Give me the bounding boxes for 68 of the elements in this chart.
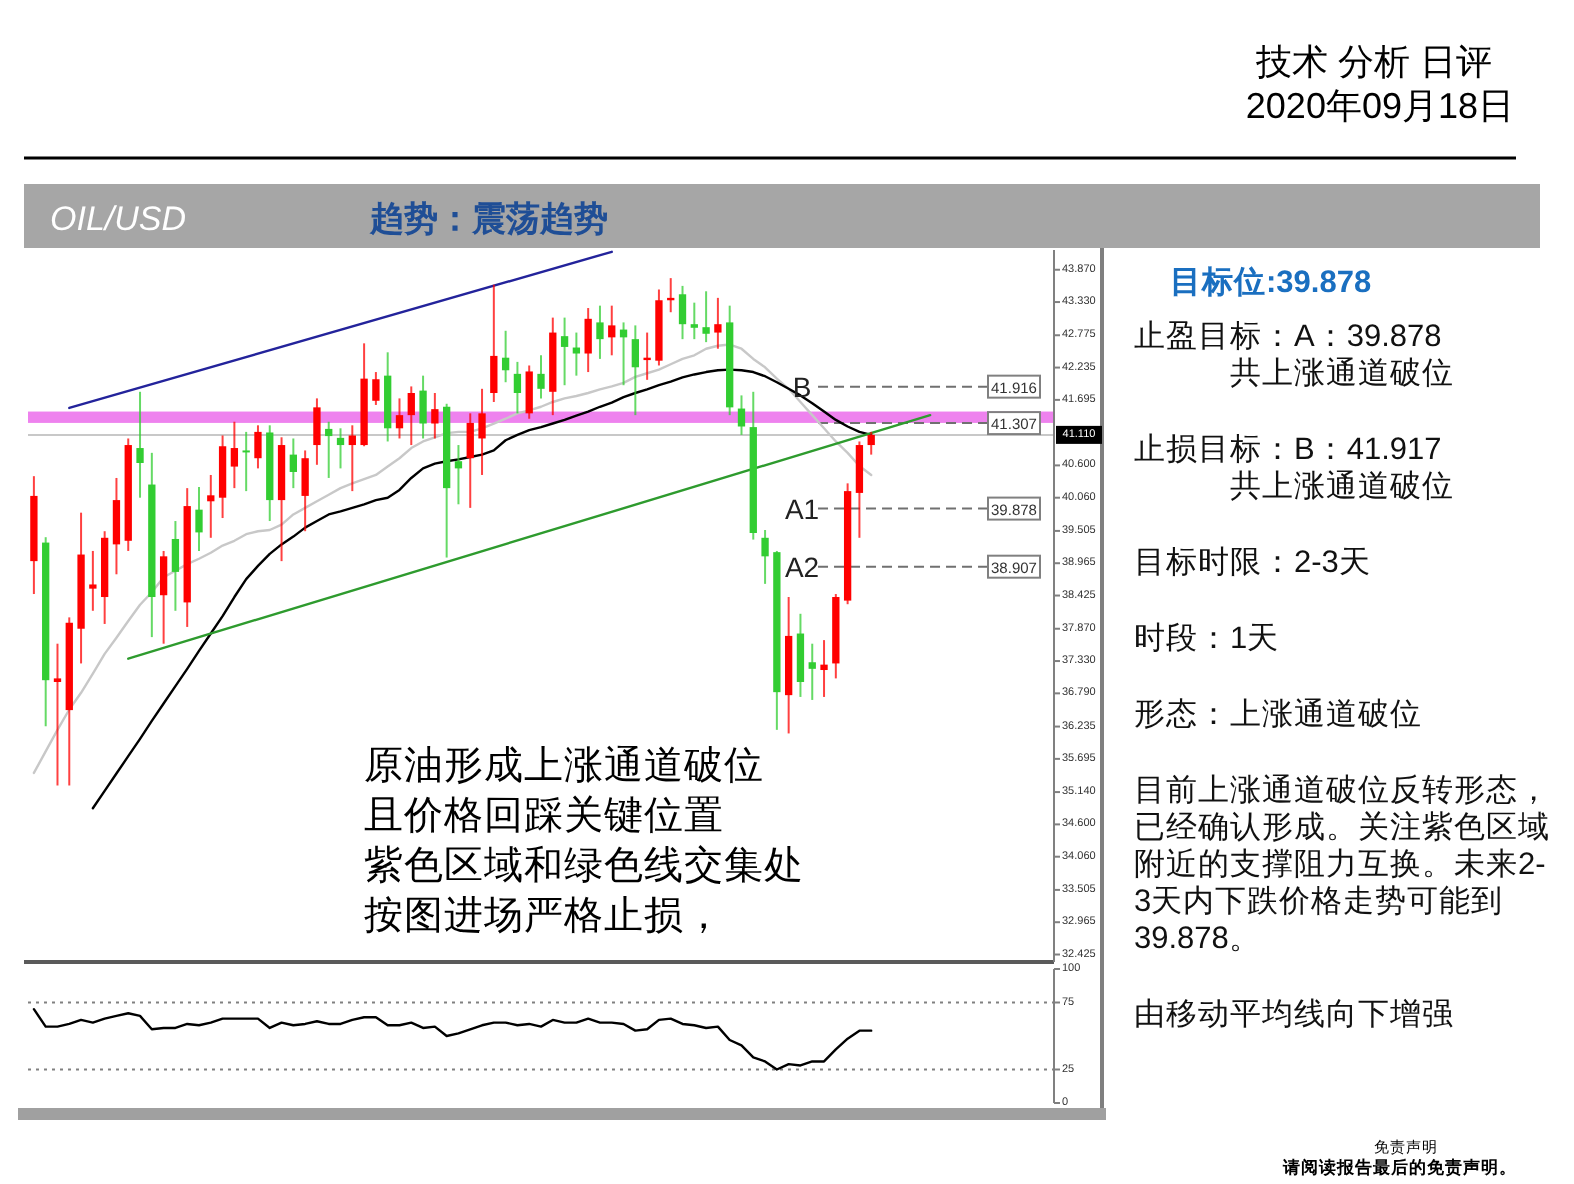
candlestick bbox=[171, 520, 180, 612]
candlestick bbox=[112, 476, 121, 576]
candlestick bbox=[136, 390, 144, 499]
text: 时段：1天 bbox=[1134, 620, 1280, 656]
candlestick bbox=[678, 284, 687, 341]
candlestick bbox=[466, 412, 474, 509]
annotation: A1 bbox=[784, 492, 820, 525]
chart-title: OIL/USD bbox=[50, 200, 187, 238]
candlestick bbox=[820, 639, 828, 698]
candlestick bbox=[560, 316, 569, 387]
candlestick bbox=[407, 385, 415, 447]
candlestick bbox=[737, 394, 746, 436]
candlestick bbox=[643, 331, 651, 381]
annotation: 且价格回踩关键位置 bbox=[364, 794, 724, 838]
text: 止损目标：B：41.917 共上涨通道破位 bbox=[1134, 431, 1454, 504]
candlestick bbox=[431, 392, 439, 440]
candlestick bbox=[89, 549, 97, 612]
line-series bbox=[32, 1008, 873, 1071]
candlestick bbox=[195, 485, 203, 552]
annotation: A2 bbox=[784, 550, 820, 583]
candlestick bbox=[525, 364, 533, 420]
candlestick bbox=[301, 449, 309, 533]
candlestick bbox=[855, 440, 864, 539]
text: 目前上涨通道破位反转形态，已经确认形成。关注紫色区域附近的支撑阻力互换。未来2-3天内下跌价格走势可能到39.878。 bbox=[1134, 772, 1550, 956]
text: 形态：上涨通道破位 bbox=[1134, 696, 1422, 732]
candlestick bbox=[313, 397, 321, 466]
candlestick bbox=[478, 387, 486, 476]
candlestick bbox=[608, 304, 616, 357]
annotation: B bbox=[792, 370, 812, 403]
text: 止盈目标：A：39.878 共上涨通道破位 bbox=[1134, 318, 1454, 391]
text: 2020年09月18日 bbox=[1245, 86, 1514, 126]
text: 请阅读报告最后的免责声明。 bbox=[1281, 1157, 1517, 1177]
candlestick bbox=[501, 329, 510, 384]
candlestick bbox=[336, 427, 345, 470]
candlestick bbox=[596, 304, 604, 360]
candlestick bbox=[419, 374, 427, 440]
candlestick bbox=[159, 549, 168, 645]
text: 目标时限：2-3天 bbox=[1134, 544, 1371, 580]
candlestick bbox=[808, 642, 816, 701]
chart-subtitle: 趋势：震荡趋势 bbox=[368, 200, 608, 238]
candlestick bbox=[454, 444, 463, 506]
candlestick bbox=[53, 642, 62, 787]
candlestick bbox=[207, 473, 215, 539]
text: 技术 分析 日评 bbox=[1253, 42, 1492, 82]
candlestick bbox=[631, 324, 639, 417]
candlestick bbox=[537, 354, 545, 400]
candlestick bbox=[289, 437, 297, 490]
candlestick bbox=[690, 301, 698, 341]
candlestick bbox=[702, 290, 710, 344]
candlestick bbox=[867, 430, 875, 456]
text: 由移动平均线向下增强 bbox=[1134, 996, 1454, 1032]
annotation: 紫色区域和绿色线交集处 bbox=[364, 844, 804, 888]
candlestick bbox=[761, 529, 769, 585]
candlestick bbox=[513, 360, 522, 415]
candlestick bbox=[348, 424, 356, 493]
candlestick bbox=[372, 371, 380, 406]
annotation: 按图进场严格止损， bbox=[364, 894, 724, 938]
candlestick bbox=[325, 420, 333, 479]
candlestick bbox=[395, 397, 404, 440]
annotation: 原油形成上涨通道破位 bbox=[364, 744, 764, 788]
text: 目标位:39.878 bbox=[1170, 264, 1372, 300]
candlestick bbox=[242, 430, 250, 493]
candlestick bbox=[572, 331, 581, 377]
candlestick bbox=[490, 283, 498, 403]
candlestick bbox=[254, 424, 262, 470]
candlestick bbox=[584, 307, 592, 374]
candlestick bbox=[230, 420, 239, 490]
candlestick bbox=[714, 296, 722, 350]
